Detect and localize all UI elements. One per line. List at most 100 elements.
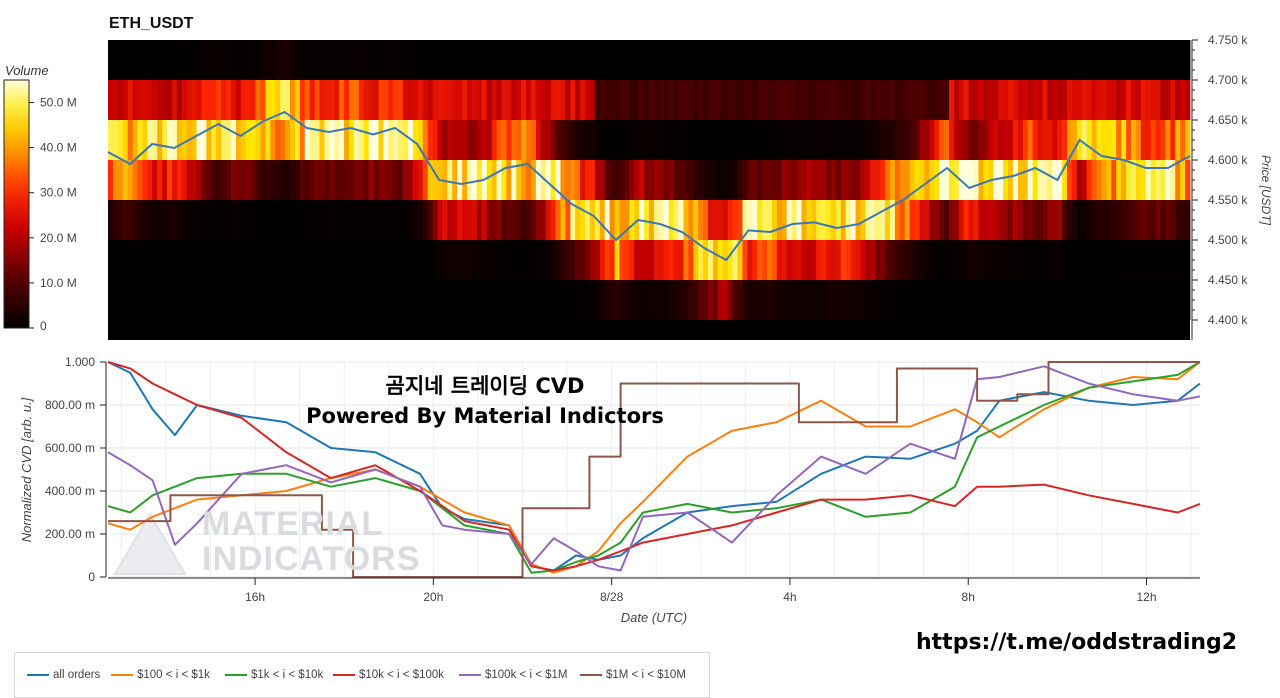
- heatmap-cell: [540, 200, 547, 240]
- heatmap-cell: [747, 120, 753, 160]
- heatmap-cell: [314, 40, 320, 80]
- heatmap-cell: [1175, 280, 1181, 320]
- heatmap-cell: [368, 160, 374, 200]
- legend-item-100-1k[interactable]: $100 < i < $1k: [111, 669, 210, 681]
- legend-item-1k-10k[interactable]: $1k < i < $10k: [225, 669, 323, 681]
- legend-item-all-orders[interactable]: all orders: [27, 669, 100, 681]
- heatmap-cell: [712, 200, 719, 240]
- telegram-link[interactable]: https://t.me/oddstrading2: [916, 630, 1238, 655]
- heatmap-cell: [245, 120, 252, 160]
- heatmap-cell: [275, 120, 281, 160]
- heatmap-cell: [309, 80, 315, 120]
- heatmap-cell: [752, 120, 758, 160]
- heatmap-cell: [594, 280, 601, 320]
- heatmap-cell: [491, 80, 497, 120]
- legend-label-100-1k: $100 < i < $1k: [137, 669, 210, 681]
- heatmap-cell: [289, 80, 296, 120]
- heatmap-cell: [270, 200, 276, 240]
- heatmap-cell: [1086, 280, 1093, 320]
- heatmap-cell: [599, 40, 606, 80]
- legend-item-10k-100k[interactable]: $10k < i < $100k: [333, 669, 444, 681]
- heatmap-cell: [1121, 120, 1127, 160]
- heatmap-cell: [560, 240, 566, 280]
- heatmap-cell: [319, 120, 325, 160]
- heatmap-cell: [717, 80, 724, 120]
- heatmap-cell: [216, 40, 222, 80]
- heatmap-cell: [634, 80, 640, 120]
- heatmap-cell: [309, 280, 315, 320]
- heatmap-cell: [708, 120, 714, 160]
- heatmap-cell: [565, 280, 571, 320]
- heatmap-cell: [1170, 200, 1176, 240]
- heatmap-cell: [221, 240, 227, 280]
- heatmap-cell: [1022, 120, 1029, 160]
- heatmap-cell: [521, 80, 527, 120]
- heatmap-cell: [1170, 40, 1176, 80]
- heatmap-cell: [417, 120, 424, 160]
- heatmap-cell: [117, 200, 124, 240]
- heatmap-cell: [860, 120, 866, 160]
- heatmap-cell: [1071, 280, 1078, 320]
- heatmap-cell: [437, 240, 443, 280]
- heatmap-cell: [639, 40, 645, 80]
- heatmap-cell: [447, 80, 453, 120]
- heatmap-cell: [216, 160, 222, 200]
- heatmap-cell: [540, 240, 547, 280]
- heatmap-cell: [683, 80, 689, 120]
- heatmap-cell: [570, 40, 576, 80]
- heatmap-cell: [821, 200, 827, 240]
- heatmap-cell: [988, 280, 994, 320]
- heatmap-cell: [949, 280, 955, 320]
- heatmap-cell: [712, 80, 719, 120]
- heatmap-cell: [230, 240, 237, 280]
- heatmap-cell: [122, 200, 129, 240]
- heatmap-cell: [334, 120, 340, 160]
- heatmap-cell: [1057, 280, 1063, 320]
- heatmap-cell: [993, 280, 999, 320]
- heatmap-cell: [132, 200, 138, 240]
- heatmap-cell: [471, 200, 478, 240]
- heatmap-cell: [570, 280, 576, 320]
- heatmap-cell: [885, 160, 891, 200]
- heatmap-cell: [457, 240, 463, 280]
- heatmap-cell: [1135, 120, 1142, 160]
- heatmap-cell: [201, 240, 207, 280]
- heatmap-cell: [245, 240, 252, 280]
- heatmap-cell: [221, 200, 227, 240]
- heatmap-cell: [108, 200, 114, 240]
- heatmap-cell: [649, 120, 655, 160]
- heatmap-cell: [255, 280, 261, 320]
- heatmap-cell: [132, 80, 138, 120]
- heatmap-cell: [889, 40, 896, 80]
- heatmap-cell: [221, 280, 227, 320]
- heatmap-cell: [1057, 40, 1063, 80]
- heatmap-cell: [870, 120, 876, 160]
- heatmap-cell: [299, 200, 306, 240]
- heatmap-cell: [929, 80, 935, 120]
- heatmap-cell: [1042, 120, 1048, 160]
- legend-item-100k-1m[interactable]: $100k < i < $1M: [459, 669, 567, 681]
- heatmap-cell: [732, 40, 738, 80]
- heatmap-cell: [1150, 80, 1156, 120]
- heatmap-cell: [383, 240, 389, 280]
- heatmap-cell: [1047, 240, 1053, 280]
- heatmap-cell: [132, 280, 138, 320]
- heatmap-cell: [899, 80, 906, 120]
- heatmap-cell: [260, 280, 266, 320]
- heatmap-cell: [934, 160, 940, 200]
- heatmap-cell: [191, 160, 197, 200]
- heatmap-cell: [1022, 160, 1029, 200]
- heatmap-cell: [422, 160, 429, 200]
- heatmap-cell: [383, 280, 389, 320]
- heatmap-cell: [968, 120, 974, 160]
- heatmap-cell: [658, 240, 665, 280]
- heatmap-cell: [934, 280, 940, 320]
- heatmap-cell: [1106, 240, 1112, 280]
- heatmap-cell: [1145, 40, 1152, 80]
- legend-item-1m-10m[interactable]: $1M < i < $10M: [580, 669, 686, 681]
- heatmap-cell: [752, 160, 758, 200]
- heatmap-cell: [201, 160, 207, 200]
- heatmap-cell: [919, 240, 925, 280]
- heatmap-cell: [781, 200, 788, 240]
